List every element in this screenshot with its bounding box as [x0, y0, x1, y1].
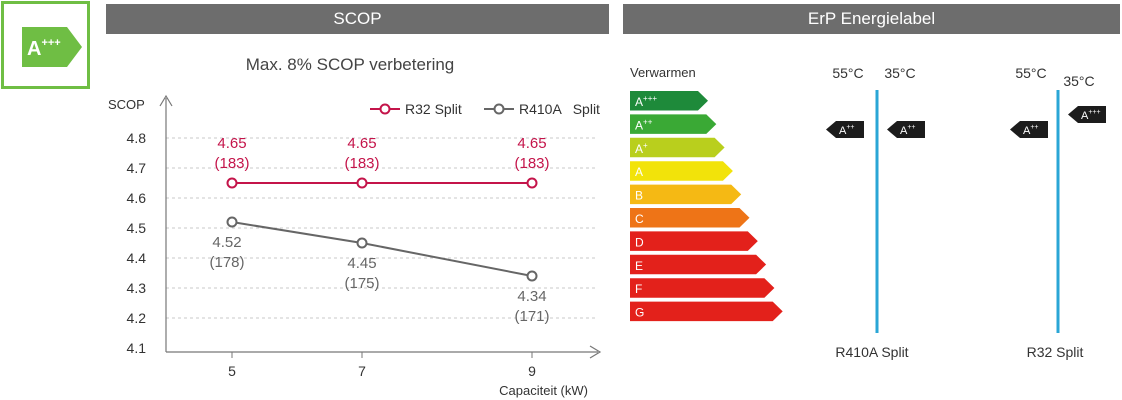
- data-point: [356, 237, 368, 249]
- temp-55-label: 55°C: [1015, 65, 1046, 81]
- chart-title: Max. 8% SCOP verbetering: [246, 55, 455, 74]
- badge-arrow-shape: [22, 27, 82, 67]
- rating-label: A+++: [1081, 109, 1101, 122]
- energy-class-label: A++: [635, 117, 653, 132]
- energy-class-bar: [630, 301, 783, 322]
- data-label: (183): [514, 155, 549, 172]
- x-axis-label: Capaciteit (kW): [499, 383, 588, 398]
- data-label: 4.65: [347, 135, 376, 152]
- y-tick-label: 4.7: [127, 160, 147, 176]
- x-tick-label: 7: [358, 363, 366, 379]
- energy-class-bar: [630, 231, 758, 251]
- energy-class-bar: [630, 208, 750, 228]
- erp-panel-header: ErP Energielabel: [623, 4, 1120, 34]
- energy-class-label: A+++: [635, 94, 657, 109]
- y-tick-label: 4.1: [127, 340, 147, 356]
- y-tick-label: 4.6: [127, 190, 147, 206]
- product-name-label: R410A Split: [835, 344, 908, 360]
- legend-marker: [379, 103, 391, 115]
- y-tick-label: 4.5: [127, 220, 147, 236]
- energy-class-badge: A+++: [22, 27, 82, 67]
- energy-class-bar: [630, 161, 733, 181]
- energy-class-bar: [630, 184, 742, 205]
- y-tick-label: 4.3: [127, 280, 147, 296]
- data-label: 4.34: [517, 288, 546, 305]
- rating-label: A++: [1023, 124, 1039, 137]
- data-label: 4.65: [517, 135, 546, 152]
- data-point: [526, 270, 538, 282]
- scop-line-chart: Max. 8% SCOP verbetering SCOP Capaciteit…: [108, 55, 602, 398]
- energy-class-label: G: [635, 306, 644, 320]
- legend-marker: [493, 103, 505, 115]
- temp-35-label: 35°C: [1063, 73, 1094, 89]
- data-point: [356, 177, 368, 189]
- legend-label: R32 Split: [405, 101, 462, 117]
- y-tick-label: 4.2: [127, 310, 147, 326]
- badge-label: A+++: [27, 37, 61, 60]
- x-tick-label: 5: [228, 363, 236, 379]
- temp-35-label: 35°C: [884, 65, 915, 81]
- scop-panel-header: SCOP: [106, 4, 609, 34]
- x-tick-label: 9: [528, 363, 536, 379]
- data-point: [526, 177, 538, 189]
- energy-class-badge-frame: A+++: [1, 1, 90, 89]
- rating-arrow-tag: A++: [887, 121, 925, 138]
- data-label: 4.45: [347, 255, 376, 272]
- product-name-label: R32 Split: [1027, 344, 1084, 360]
- chart-axes: [159, 94, 602, 359]
- energy-class-bar: [630, 254, 767, 275]
- y-tick-label: 4.8: [127, 130, 147, 146]
- energy-class-bar: [630, 114, 717, 134]
- legend-label: R410A Split: [519, 101, 600, 117]
- energy-class-label: B: [635, 189, 643, 203]
- data-label: (171): [514, 308, 549, 325]
- y-tick-label: 4.4: [127, 250, 147, 266]
- energy-class-label: E: [635, 259, 643, 273]
- data-label: (183): [214, 155, 249, 172]
- data-label: (178): [209, 254, 244, 271]
- data-point: [226, 216, 238, 228]
- energy-class-label: C: [635, 212, 644, 226]
- rating-label: A++: [900, 124, 916, 137]
- energy-class-label: F: [635, 282, 642, 296]
- energy-class-label: A+: [635, 141, 648, 156]
- energy-class-bar: [630, 278, 775, 298]
- data-label: 4.65: [217, 135, 246, 152]
- rating-arrow-tag: A+++: [1068, 106, 1106, 123]
- energy-class-bar: [630, 91, 708, 111]
- energy-class-bar: [630, 137, 725, 158]
- chart-legend: R32 Split R410A Split: [370, 101, 600, 117]
- rating-arrow-tag: A++: [1010, 121, 1048, 138]
- data-label: (183): [344, 155, 379, 172]
- energy-class-label: A: [635, 165, 643, 179]
- rating-label: A++: [839, 124, 855, 137]
- data-point: [226, 177, 238, 189]
- energy-label-heading: Verwarmen: [630, 65, 696, 80]
- energy-class-label: D: [635, 235, 644, 249]
- rating-arrow-tag: A++: [826, 121, 864, 138]
- data-label: (175): [344, 275, 379, 292]
- temp-55-label: 55°C: [832, 65, 863, 81]
- y-axis-label: SCOP: [108, 97, 145, 112]
- data-label: 4.52: [212, 234, 241, 251]
